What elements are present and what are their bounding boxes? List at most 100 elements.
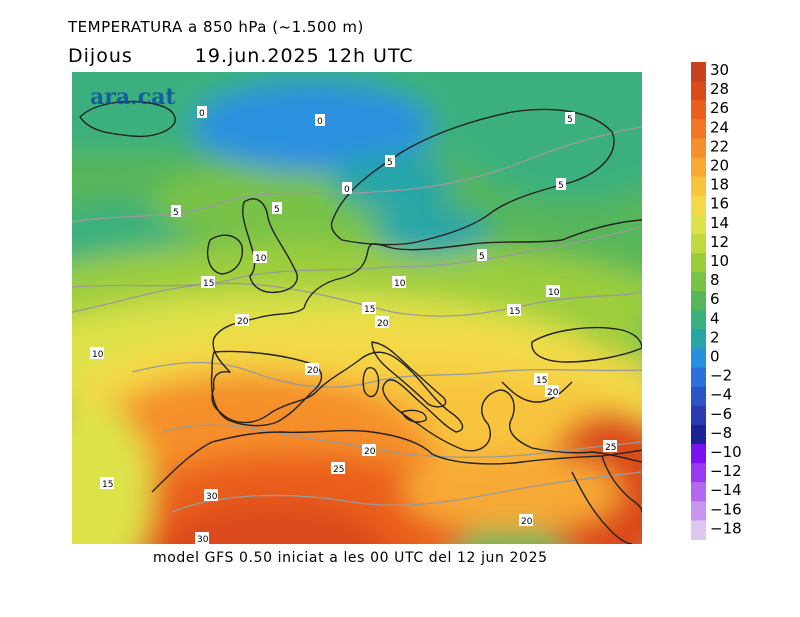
legend-swatch [691,329,706,349]
color-legend: 30 28 26 24 22 20 18 16 14 12 10 8 6 4 2 0 −2 −4 −6 −8 −10 −1… [690,61,800,557]
contour-label: 25 [333,465,344,475]
legend-label: 16 [710,195,729,213]
label-bg [197,106,207,118]
label-bg [253,251,267,263]
label-bg [362,444,376,456]
legend-label: −16 [710,500,742,518]
legend-swatch [691,482,706,502]
label-bg [195,532,209,544]
model-info: model GFS 0.50 iniciat a les 00 UTC del … [153,550,548,566]
legend-label: 18 [710,176,729,194]
label-bg [201,276,215,288]
legend-swatch [691,405,706,426]
legend-swatch [691,444,706,464]
legend-label: 6 [710,290,720,308]
forecast-date: 19.jun.2025 12h UTC [194,45,414,67]
legend-swatch [691,386,706,407]
map-title: TEMPERATURA a 850 hPa (~1.500 m) [68,18,364,36]
legend-label: 8 [710,271,720,289]
legend-label: 12 [710,233,729,251]
legend-swatch [691,520,706,540]
contour-label: 5 [558,181,564,191]
legend-label: 14 [710,214,729,232]
contour-label: 0 [317,117,323,127]
label-bg [272,202,282,214]
label-bg [204,489,218,501]
contour-label: 15 [102,480,113,490]
legend-label: 26 [710,99,729,117]
label-bg [100,477,114,489]
legend-label: 28 [710,80,729,98]
label-bg [556,178,566,190]
legend-label: −8 [710,424,732,442]
label-bg [315,114,325,126]
contour-label: 20 [547,388,559,398]
legend-label: 24 [710,118,729,136]
label-bg [385,155,395,167]
contour-label: 0 [199,109,205,119]
contour-label: 30 [197,535,209,544]
contour-label: 15 [536,376,547,386]
legend-swatch [691,100,706,120]
label-bg [331,462,345,474]
legend-swatch [691,233,706,254]
label-bg [392,276,406,288]
label-bg [235,314,249,326]
legend-label: 2 [710,328,720,346]
label-bg [90,347,104,359]
legend-label: 30 [710,62,729,79]
contour-label: 10 [92,350,104,360]
contour-label: 5 [387,158,393,168]
legend-label: −4 [710,386,732,404]
temperature-field [72,72,642,544]
legend-swatch [691,310,706,330]
contour-label: 25 [605,443,616,453]
contour-label: 10 [394,279,406,289]
contour-label: 5 [274,205,280,215]
coastlines [79,100,642,544]
label-bg [305,363,319,375]
legend-swatch [691,463,706,483]
legend-label: 0 [710,348,720,366]
legend-swatch [691,138,706,158]
contour-label: 5 [479,252,485,262]
label-bg [545,385,559,397]
legend-label: 22 [710,137,729,155]
legend-label: 20 [710,157,729,175]
contour-label: 0 [344,185,350,195]
legend-label: 10 [710,252,729,270]
label-bg [477,249,487,261]
contour-label: 20 [521,517,533,527]
legend-swatch [691,62,706,82]
legend-label: −2 [710,367,732,385]
legend-swatch [691,214,706,235]
legend-label: −18 [710,519,742,537]
legend-label: −12 [710,462,742,480]
contour-label: 20 [237,317,249,327]
legend-swatch [691,81,706,101]
legend-label: −6 [710,405,732,423]
legend-swatch [691,176,706,197]
contour-label: 20 [307,366,319,376]
contour-label: 5 [567,115,573,125]
label-bg [342,182,352,194]
legend-label: 4 [710,309,720,327]
label-bg [603,440,617,452]
label-bg [565,112,575,124]
legend-swatch [691,272,706,292]
map-subtitle: Dijous 19.jun.2025 12h UTC [68,45,414,67]
legend-swatch [691,157,706,178]
legend-label: −14 [710,481,742,499]
legend-swatch [691,291,706,311]
legend-label: −10 [710,443,742,461]
contour-label: 15 [509,307,520,317]
contour-label: 15 [364,305,375,315]
contour-labels: 0 0 0 5 5 5 5 5 5 10 10 10 10 15 15 15 1… [90,106,617,544]
contour-label: 20 [364,447,376,457]
label-bg [375,316,389,328]
label-bg [519,514,533,526]
label-bg [362,302,376,314]
legend-swatch [691,348,706,369]
label-bg [546,285,560,297]
label-bg [507,304,521,316]
